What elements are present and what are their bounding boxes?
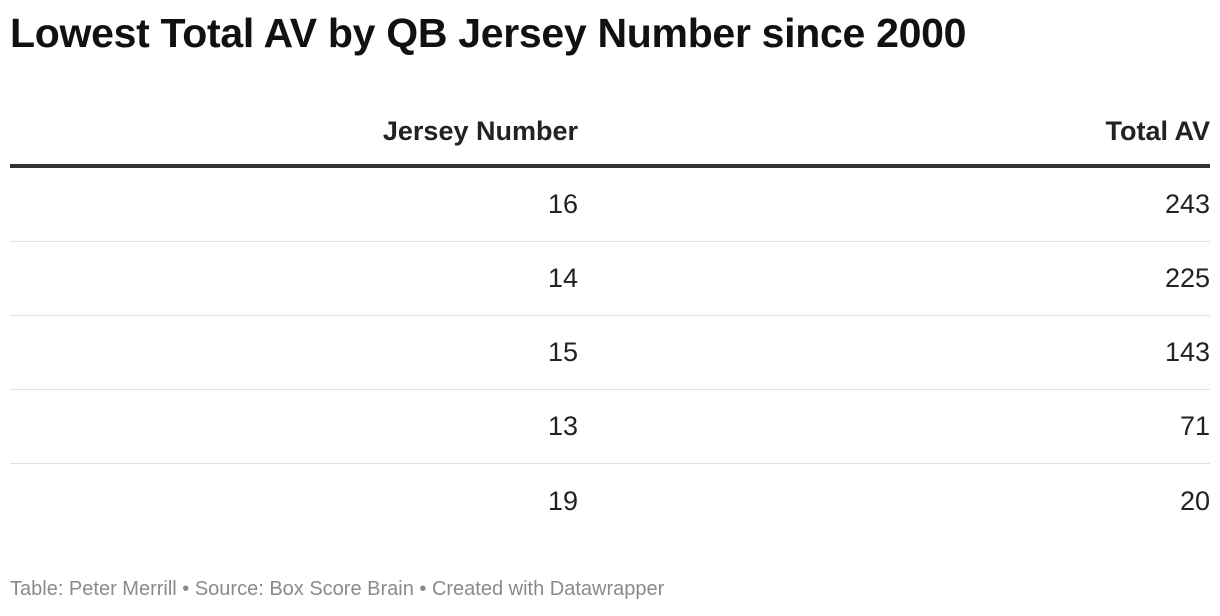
- data-table: Jersey Number Total AV 16 243 14 225 15 …: [10, 98, 1210, 538]
- cell-total-av: 243: [1164, 189, 1210, 219]
- table-row: 14 225: [10, 242, 1210, 316]
- cell-total-av: 225: [1164, 263, 1210, 293]
- table-row: 19 20: [10, 464, 1210, 538]
- header-total-av[interactable]: Total AV: [1105, 115, 1211, 146]
- cell-total-av: 143: [1164, 337, 1210, 367]
- table-row: 13 71: [10, 390, 1210, 464]
- cell-jersey-number: 14: [547, 263, 578, 293]
- chart-title: Lowest Total AV by QB Jersey Number sinc…: [10, 10, 967, 56]
- cell-total-av: 71: [1179, 411, 1210, 441]
- cell-jersey-number: 15: [547, 337, 578, 367]
- table-row: 15 143: [10, 316, 1210, 390]
- source-footer: Table: Peter Merrill • Source: Box Score…: [10, 578, 665, 600]
- cell-jersey-number: 13: [547, 411, 578, 441]
- table-header-row: Jersey Number Total AV: [10, 98, 1210, 168]
- cell-jersey-number: 19: [547, 485, 578, 516]
- cell-total-av: 20: [1179, 485, 1210, 516]
- header-jersey-number[interactable]: Jersey Number: [382, 115, 578, 146]
- cell-jersey-number: 16: [547, 189, 578, 219]
- table-row: 16 243: [10, 168, 1210, 242]
